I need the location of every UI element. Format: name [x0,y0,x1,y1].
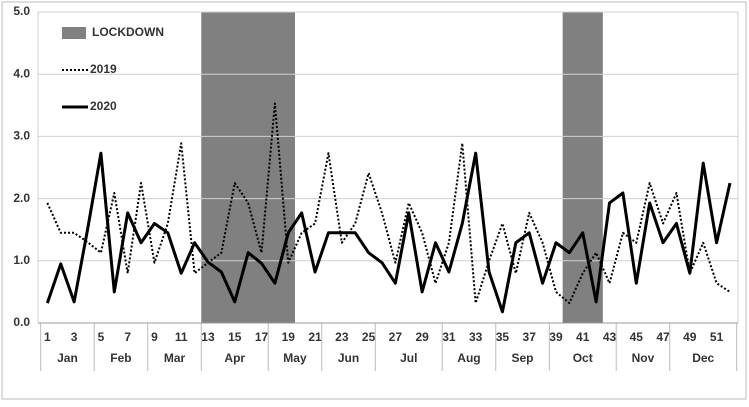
y-tick-label: 5.0 [13,4,30,18]
x-tick-label: 15 [228,330,242,344]
x-tick-label: 5 [98,330,105,344]
legend-label: 2019 [90,62,117,76]
x-tick-label: 3 [71,330,78,344]
y-tick-label: 2.0 [13,191,30,205]
x-tick-label: 23 [335,330,349,344]
month-label: Jul [400,351,417,365]
x-tick-label: 17 [255,330,269,344]
x-tick-label: 11 [175,330,188,344]
x-tick-label: 47 [656,330,670,344]
x-tick-label: 35 [496,330,510,344]
month-label: Mar [164,351,186,365]
legend-label: 2020 [90,99,117,113]
x-tick-label: 45 [630,330,644,344]
chart-border [1,1,747,400]
legend-swatch [62,27,86,39]
month-label: May [283,351,307,365]
legend-label: LOCKDOWN [92,25,164,39]
month-label: Nov [632,351,655,365]
x-tick-label: 51 [710,330,724,344]
month-label: Oct [573,351,593,365]
series-line [45,151,732,314]
x-tick-label: 19 [282,330,296,344]
x-tick-label: 49 [683,330,697,344]
x-tick-label: 1 [44,330,51,344]
x-tick-label: 39 [549,330,563,344]
month-label: Dec [692,351,714,365]
y-tick-label: 1.0 [13,253,30,267]
month-label: Apr [224,351,245,365]
x-tick-label: 33 [469,330,483,344]
x-tick-label: 41 [576,330,590,344]
y-tick-label: 0.0 [13,315,30,329]
series-line [46,102,731,305]
y-tick-label: 3.0 [13,129,30,143]
x-tick-label: 9 [151,330,158,344]
x-tick-label: 21 [308,330,322,344]
month-label: Sep [512,351,534,365]
x-tick-label: 29 [415,330,429,344]
month-label: Aug [457,351,480,365]
x-tick-label: 37 [523,330,537,344]
x-tick-label: 43 [603,330,617,344]
x-tick-label: 7 [124,330,131,344]
y-tick-label: 4.0 [13,66,30,80]
x-tick-label: 13 [201,330,215,344]
month-label: Feb [110,351,131,365]
x-tick-label: 31 [442,330,456,344]
month-label: Jan [57,351,78,365]
lockdown-band [562,12,603,323]
x-tick-label: 25 [362,330,376,344]
x-tick-label: 27 [389,330,403,344]
month-label: Jun [338,351,359,365]
